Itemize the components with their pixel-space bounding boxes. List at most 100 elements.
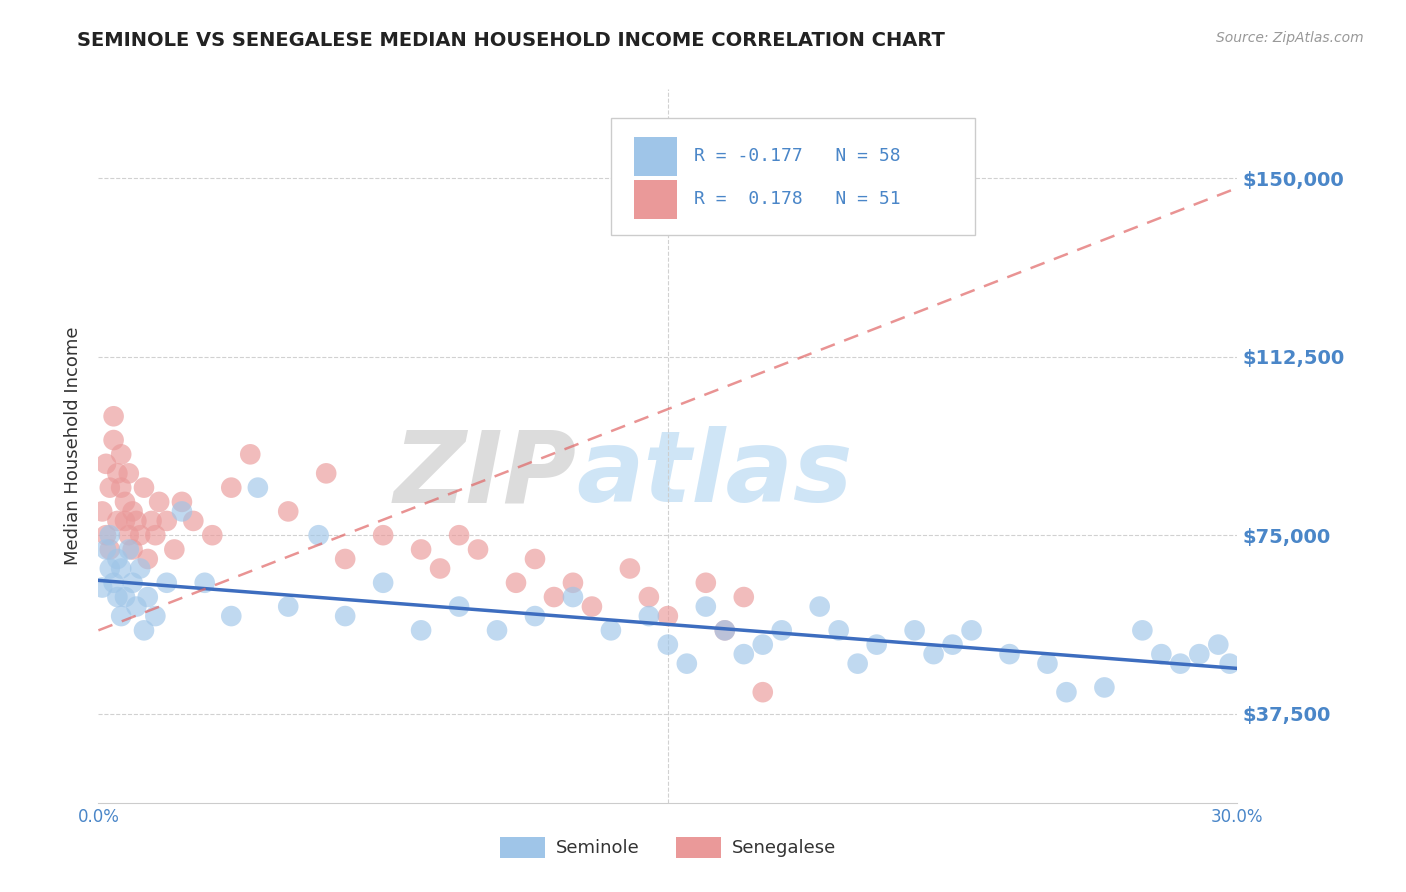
Point <box>733 647 755 661</box>
Point <box>581 599 603 614</box>
Point <box>1188 647 1211 661</box>
Bar <box>634 137 676 177</box>
Point <box>145 609 167 624</box>
Point <box>183 514 205 528</box>
Point <box>714 624 737 638</box>
Point <box>110 609 132 624</box>
Point <box>1170 657 1192 671</box>
Point <box>114 590 136 604</box>
Point <box>562 590 585 604</box>
Point <box>695 599 717 614</box>
Point <box>335 609 357 624</box>
Point <box>1132 624 1154 638</box>
Point <box>486 624 509 638</box>
Point <box>110 561 132 575</box>
Point <box>239 447 262 461</box>
Point <box>543 590 565 604</box>
Point <box>221 609 243 624</box>
Point <box>1056 685 1078 699</box>
Point <box>524 609 547 624</box>
Point <box>94 457 117 471</box>
Point <box>145 528 167 542</box>
Point <box>114 495 136 509</box>
Point <box>129 528 152 542</box>
Point <box>170 504 193 518</box>
Point <box>91 581 114 595</box>
Point <box>125 599 148 614</box>
Point <box>170 495 193 509</box>
Point <box>118 467 141 481</box>
Point <box>429 561 451 575</box>
Point <box>98 528 121 542</box>
Point <box>467 542 489 557</box>
Point <box>118 542 141 557</box>
Point <box>1219 657 1241 671</box>
Point <box>121 504 143 518</box>
Point <box>505 575 527 590</box>
Text: ZIP: ZIP <box>394 426 576 523</box>
Text: atlas: atlas <box>576 426 853 523</box>
Point <box>752 685 775 699</box>
Point <box>449 599 471 614</box>
Point <box>770 624 793 638</box>
Point <box>221 481 243 495</box>
Point <box>638 609 661 624</box>
Point <box>125 514 148 528</box>
Point <box>156 575 179 590</box>
Text: SEMINOLE VS SENEGALESE MEDIAN HOUSEHOLD INCOME CORRELATION CHART: SEMINOLE VS SENEGALESE MEDIAN HOUSEHOLD … <box>77 31 945 50</box>
Point <box>619 561 641 575</box>
Point <box>277 599 299 614</box>
Point <box>98 561 121 575</box>
Point <box>960 624 983 638</box>
Point <box>103 409 125 424</box>
Point <box>246 481 269 495</box>
Point <box>998 647 1021 661</box>
Point <box>136 590 159 604</box>
Point <box>1094 681 1116 695</box>
Point <box>118 528 141 542</box>
Point <box>942 638 965 652</box>
Point <box>371 528 394 542</box>
Legend: Seminole, Senegalese: Seminole, Senegalese <box>492 830 844 865</box>
Point <box>107 467 129 481</box>
Point <box>110 447 132 461</box>
Point <box>638 590 661 604</box>
Point <box>121 575 143 590</box>
Point <box>449 528 471 542</box>
Point <box>94 542 117 557</box>
Point <box>94 528 117 542</box>
Point <box>194 575 217 590</box>
Point <box>163 542 186 557</box>
Point <box>676 657 699 671</box>
Text: R =  0.178   N = 51: R = 0.178 N = 51 <box>695 190 901 208</box>
Point <box>846 657 869 671</box>
Point <box>107 514 129 528</box>
Point <box>695 575 717 590</box>
Point <box>524 552 547 566</box>
Point <box>308 528 330 542</box>
Point <box>808 599 831 614</box>
Point <box>411 624 433 638</box>
Point <box>411 542 433 557</box>
Point <box>562 575 585 590</box>
Point <box>132 481 155 495</box>
Point <box>98 481 121 495</box>
Point <box>315 467 337 481</box>
Point <box>103 433 125 447</box>
Point <box>121 542 143 557</box>
Point <box>733 590 755 604</box>
Point <box>828 624 851 638</box>
Point <box>277 504 299 518</box>
Point <box>107 552 129 566</box>
Point <box>132 624 155 638</box>
Point <box>156 514 179 528</box>
Point <box>1150 647 1173 661</box>
Point <box>91 504 114 518</box>
Point <box>141 514 163 528</box>
Point <box>371 575 394 590</box>
Point <box>110 481 132 495</box>
Point <box>1208 638 1230 652</box>
Point <box>600 624 623 638</box>
Point <box>148 495 170 509</box>
Point <box>657 609 679 624</box>
